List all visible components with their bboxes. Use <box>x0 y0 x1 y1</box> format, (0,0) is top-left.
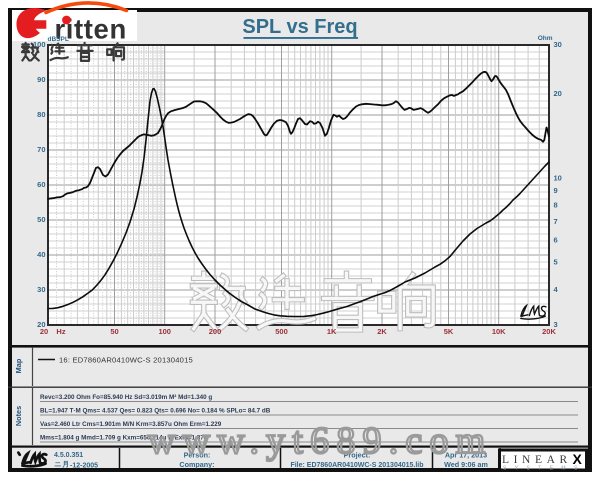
svg-text:Ohm: Ohm <box>538 35 553 42</box>
svg-text:Company:: Company: <box>179 460 214 469</box>
svg-text:6: 6 <box>554 236 558 245</box>
svg-text:50: 50 <box>110 327 118 336</box>
svg-text:File: ED7860AR0410WC-S 201304: File: ED7860AR0410WC-S 201304015.lib <box>290 462 423 469</box>
svg-text:BL=1.947 T·M Qms= 4.537 Qes= 0: BL=1.947 T·M Qms= 4.537 Qes= 0.823 Qts= … <box>40 408 271 415</box>
svg-text:60: 60 <box>37 180 45 189</box>
svg-text:10K: 10K <box>492 327 506 336</box>
svg-text:www.yt689.com: www.yt689.com <box>148 420 492 462</box>
svg-text:100: 100 <box>158 327 171 336</box>
svg-text:20K: 20K <box>542 327 556 336</box>
svg-text:9: 9 <box>554 186 558 195</box>
svg-text:20: 20 <box>37 320 45 329</box>
svg-text:2K: 2K <box>377 327 387 336</box>
svg-text:70: 70 <box>37 145 45 154</box>
svg-text:7: 7 <box>554 217 558 226</box>
svg-text:Apr 17, 2013: Apr 17, 2013 <box>445 451 487 460</box>
svg-text:Map: Map <box>14 358 23 373</box>
svg-text:4: 4 <box>554 285 559 294</box>
svg-text:Wed 9:06 am: Wed 9:06 am <box>444 460 488 469</box>
svg-text:20: 20 <box>554 89 562 98</box>
svg-text:Revc=3.200 Ohm Fo=85.940 Hz: Revc=3.200 Ohm Fo=85.940 Hz Sd=3.019m M²… <box>40 394 212 401</box>
svg-text:100: 100 <box>33 40 46 49</box>
svg-text:X: X <box>573 451 583 467</box>
svg-text:Project:: Project: <box>344 451 371 460</box>
svg-text:Hz: Hz <box>56 327 65 336</box>
svg-text:5K: 5K <box>444 327 454 336</box>
svg-text:30: 30 <box>554 40 562 49</box>
svg-text:8: 8 <box>554 201 558 210</box>
svg-text:50: 50 <box>37 215 45 224</box>
svg-text:dBSPL: dBSPL <box>48 36 69 43</box>
svg-text:500: 500 <box>275 327 288 336</box>
svg-text:90: 90 <box>37 75 45 84</box>
svg-text:Notes: Notes <box>14 406 23 426</box>
svg-text:3: 3 <box>554 320 558 329</box>
svg-text:5: 5 <box>554 258 558 267</box>
svg-text:4.5.0.351: 4.5.0.351 <box>54 452 83 459</box>
svg-text:10: 10 <box>554 173 562 182</box>
svg-text:80: 80 <box>37 110 45 119</box>
svg-text:1K: 1K <box>327 327 337 336</box>
svg-text:Person:: Person: <box>184 451 211 460</box>
svg-text:200: 200 <box>209 327 222 336</box>
svg-text:LINEAR: LINEAR <box>502 454 572 466</box>
svg-text:20: 20 <box>40 327 48 336</box>
svg-text:SYSTEMS: SYSTEMS <box>503 466 586 472</box>
svg-text:SPL vs Freq: SPL vs Freq <box>242 16 357 38</box>
svg-text:Vas=2.460 Ltr Cms=1.901m M/N: Vas=2.460 Ltr Cms=1.901m M/N Krm=3.857u … <box>40 421 222 428</box>
svg-text:16: ED7860AR0410WC-S 20130401: 16: ED7860AR0410WC-S 201304015 <box>59 356 193 365</box>
svg-text:Mms=1.804 g Mmd=1.709 g Kxm=: Mms=1.804 g Mmd=1.709 g Kxm=650.214u H E… <box>40 435 208 442</box>
svg-text:-12-2005: -12-2005 <box>70 463 98 470</box>
svg-text:40: 40 <box>37 250 45 259</box>
svg-text:30: 30 <box>37 285 45 294</box>
